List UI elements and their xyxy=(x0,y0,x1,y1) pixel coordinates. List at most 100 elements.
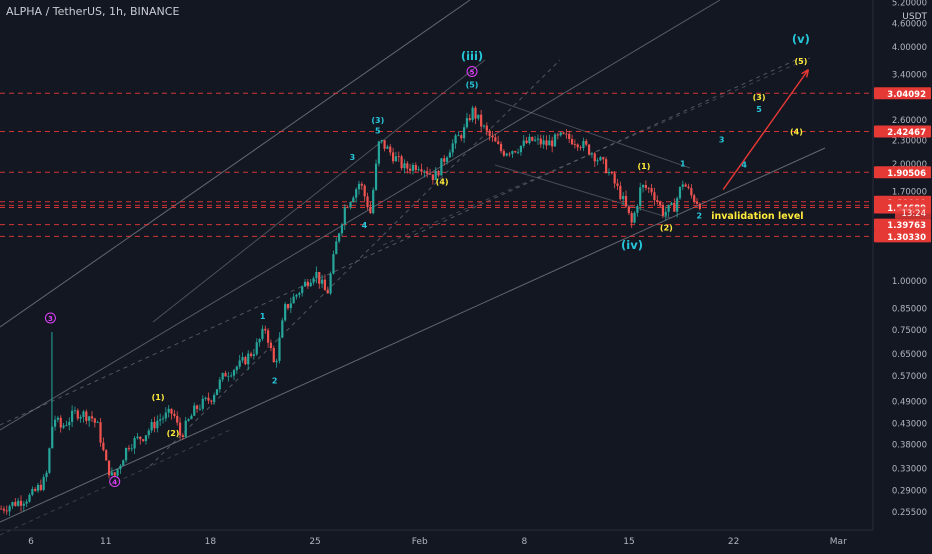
candle-body xyxy=(176,415,179,423)
price-axis[interactable]: 5.20000 4.60000 4.00000 3.40000 2.60000 2.300… xyxy=(874,0,931,518)
wave-label: (5) xyxy=(466,80,479,89)
candle-body xyxy=(215,389,219,395)
candle-body xyxy=(570,139,574,145)
candle-body xyxy=(389,146,392,153)
price-axis-tick: 3.40000 xyxy=(892,70,927,80)
candle-body xyxy=(170,408,173,414)
currency-label: USDT xyxy=(902,12,927,22)
wave-label: 5 xyxy=(756,105,762,114)
candle-body xyxy=(369,207,372,214)
candle-body xyxy=(17,500,20,506)
time-axis-tick: 18 xyxy=(205,537,217,547)
candle-body xyxy=(59,417,62,428)
candle-body xyxy=(286,304,290,309)
trend-line[interactable] xyxy=(494,164,671,219)
trend-line[interactable] xyxy=(149,59,561,467)
time-axis-tick: 22 xyxy=(728,537,739,547)
price-level-badge[interactable] xyxy=(874,125,931,138)
candle-body xyxy=(51,426,54,449)
candle-body xyxy=(224,373,227,377)
candle-body xyxy=(474,107,477,119)
candle-body xyxy=(76,410,79,419)
candle-body xyxy=(360,183,363,186)
symbol-title[interactable]: ALPHA / TetherUS, 1h, BINANCE xyxy=(6,5,179,18)
candle-body xyxy=(451,143,454,153)
candle-body xyxy=(159,419,162,421)
candle-body xyxy=(340,224,344,234)
wave-label: (1) xyxy=(638,162,651,171)
candle-body xyxy=(144,435,148,441)
title-separator-2: , xyxy=(123,5,130,18)
trend-line[interactable] xyxy=(494,99,691,169)
candle-body xyxy=(267,330,270,343)
price-axis-tick: 2.60000 xyxy=(892,116,927,126)
price-axis-tick: 1.70000 xyxy=(892,188,927,198)
candle-body xyxy=(428,173,432,175)
candle-body xyxy=(465,118,469,128)
candle-body xyxy=(218,379,221,390)
price-axis-tick: 1.00000 xyxy=(892,277,927,287)
price-axis-tick: 4.60000 xyxy=(892,19,927,29)
candle-body xyxy=(531,136,534,141)
wave-label-circle xyxy=(466,65,478,77)
candle-body xyxy=(698,203,701,209)
candle-body xyxy=(79,416,82,419)
trend-line[interactable] xyxy=(0,147,826,523)
price-level-badge[interactable] xyxy=(874,166,931,179)
candle-body xyxy=(320,279,324,284)
wave-label: 3 xyxy=(48,315,53,323)
time-axis[interactable]: 6 11 18 25 Feb 8 15 22 Mar xyxy=(0,529,873,547)
candle-body xyxy=(525,140,528,144)
price-level-badge[interactable] xyxy=(874,218,931,231)
candle-body xyxy=(2,508,6,511)
trend-line[interactable] xyxy=(152,59,486,323)
trend-line[interactable] xyxy=(0,0,721,431)
candle-body xyxy=(514,151,517,153)
trend-line[interactable] xyxy=(382,57,811,246)
countdown-label: 13:24 xyxy=(902,209,927,219)
candle-body xyxy=(596,160,599,162)
candle-body xyxy=(230,375,233,377)
price-axis-tick: 0.29000 xyxy=(892,486,927,496)
candle-body xyxy=(590,153,594,155)
candle-body xyxy=(568,133,571,140)
wave-label: (1) xyxy=(152,393,165,402)
candle-body xyxy=(275,360,278,363)
candle-body xyxy=(124,447,128,461)
candle-body xyxy=(633,212,636,223)
candle-body xyxy=(346,207,349,209)
candle-body xyxy=(90,416,94,419)
candle-body xyxy=(309,282,312,287)
candle-body xyxy=(494,137,497,142)
wave-label: (iv) xyxy=(621,238,643,252)
price-axis-tick: 0.43000 xyxy=(892,420,927,430)
candle-body xyxy=(605,159,608,174)
candle-body xyxy=(445,157,449,162)
trend-line[interactable] xyxy=(0,0,471,328)
price-level-badge[interactable] xyxy=(874,87,931,100)
exchange-label: BINANCE xyxy=(130,5,180,18)
candle-body xyxy=(249,353,253,356)
candle-body xyxy=(65,425,68,426)
target-arrow[interactable] xyxy=(722,69,809,190)
candle-body xyxy=(5,510,8,512)
candle-body xyxy=(417,169,420,171)
candle-body xyxy=(391,152,395,162)
candle-body xyxy=(641,184,645,188)
candle-body xyxy=(312,278,315,283)
price-level-badge[interactable] xyxy=(874,230,931,243)
candle-body xyxy=(420,169,423,172)
candle-body xyxy=(559,132,562,136)
price-axis-tick: 0.38000 xyxy=(892,441,927,451)
candle-body xyxy=(8,506,11,512)
candle-body xyxy=(440,158,443,176)
candle-body xyxy=(258,338,261,343)
candle-body xyxy=(519,145,523,153)
candle-body xyxy=(380,140,383,142)
candle-body xyxy=(624,195,628,207)
trend-line[interactable] xyxy=(0,429,231,536)
trend-line[interactable] xyxy=(0,57,801,426)
candle-body xyxy=(585,140,588,145)
